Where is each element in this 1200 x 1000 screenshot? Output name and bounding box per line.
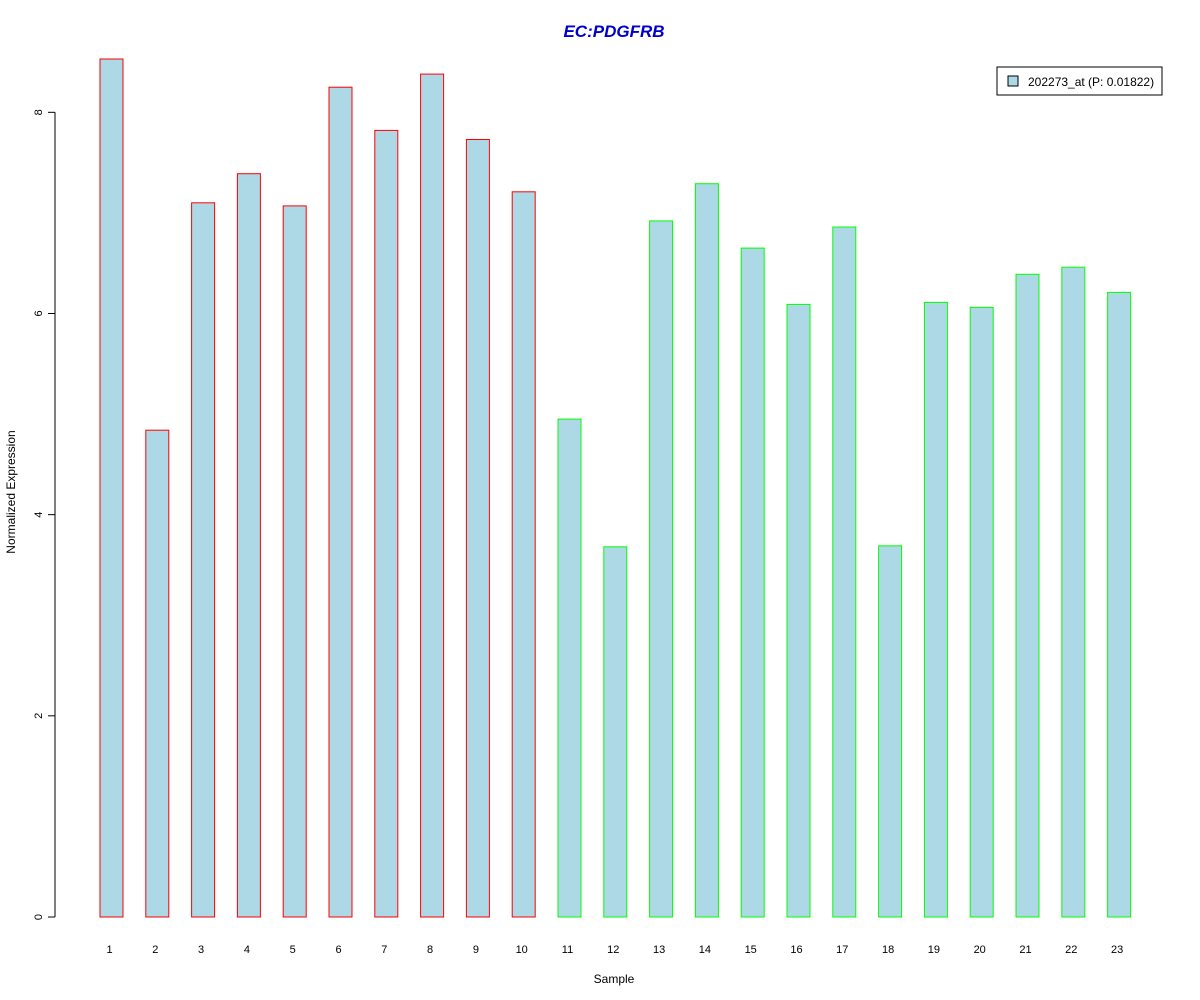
chart-title: EC:PDGFRB bbox=[563, 22, 664, 41]
x-tick-label: 20 bbox=[974, 944, 986, 956]
bar-sample-16 bbox=[786, 303, 811, 918]
bar-sample-2 bbox=[145, 429, 170, 918]
x-tick-label: 12 bbox=[607, 944, 619, 956]
x-tick-label: 1 bbox=[106, 944, 112, 956]
bar-sample-17 bbox=[832, 226, 857, 918]
x-axis-label: Sample bbox=[594, 972, 635, 986]
bar-sample-23 bbox=[1107, 291, 1132, 918]
bar-sample-22 bbox=[1061, 266, 1086, 918]
bar-sample-7 bbox=[374, 129, 399, 918]
y-axis: 0 2 4 6 8 bbox=[33, 109, 56, 920]
bar-sample-18 bbox=[878, 545, 903, 918]
bar-sample-4 bbox=[236, 173, 261, 918]
x-tick-label: 3 bbox=[198, 944, 204, 956]
x-tick-label: 16 bbox=[790, 944, 802, 956]
x-tick-label: 7 bbox=[381, 944, 387, 956]
y-tick-label: 6 bbox=[33, 310, 45, 316]
x-tick-label: 4 bbox=[244, 944, 250, 956]
x-tick-label: 5 bbox=[290, 944, 296, 956]
x-tick-label: 21 bbox=[1019, 944, 1031, 956]
x-tick-label: 23 bbox=[1111, 944, 1123, 956]
x-tick-label: 6 bbox=[335, 944, 341, 956]
x-tick-label: 14 bbox=[699, 944, 711, 956]
bar-sample-9 bbox=[465, 139, 490, 918]
bar-sample-13 bbox=[649, 220, 674, 918]
y-tick-label: 2 bbox=[33, 713, 45, 719]
bar-sample-8 bbox=[420, 73, 445, 918]
x-tick-label: 8 bbox=[427, 944, 433, 956]
x-tick-label: 13 bbox=[653, 944, 665, 956]
x-tick-label: 9 bbox=[473, 944, 479, 956]
bar-sample-12 bbox=[603, 546, 628, 918]
legend-entry-label: 202273_at (P: 0.01822) bbox=[1028, 75, 1154, 89]
y-tick-label: 8 bbox=[33, 109, 45, 115]
bar-sample-1 bbox=[99, 58, 124, 918]
bar-sample-21 bbox=[1015, 273, 1040, 918]
x-tick-label: 10 bbox=[516, 944, 528, 956]
x-tick-label: 15 bbox=[745, 944, 757, 956]
bar-sample-11 bbox=[557, 418, 582, 918]
legend: 202273_at (P: 0.01822) bbox=[996, 66, 1163, 96]
y-tick-label: 0 bbox=[33, 914, 45, 920]
x-tick-label: 22 bbox=[1065, 944, 1077, 956]
bars bbox=[99, 58, 1132, 918]
x-tick-labels: 1 2 3 4 5 6 7 8 9 10 11 12 13 14 15 16 17 18 19 20 21 22 23 bbox=[106, 944, 1123, 956]
x-tick-label: 18 bbox=[882, 944, 894, 956]
x-tick-label: 17 bbox=[836, 944, 848, 956]
y-axis-label: Normalized Expression bbox=[4, 430, 18, 553]
bar-sample-10 bbox=[511, 191, 536, 918]
bar-sample-20 bbox=[969, 306, 994, 918]
y-tick-label: 4 bbox=[33, 512, 45, 518]
bar-sample-5 bbox=[282, 205, 307, 918]
legend-swatch bbox=[1007, 75, 1019, 87]
legend-box bbox=[996, 66, 1163, 96]
x-tick-label: 19 bbox=[928, 944, 940, 956]
x-tick-label: 11 bbox=[562, 944, 573, 956]
bar-sample-15 bbox=[740, 247, 765, 918]
bar-sample-6 bbox=[328, 86, 353, 918]
bar-sample-14 bbox=[694, 183, 719, 918]
x-tick-label: 2 bbox=[152, 944, 158, 956]
bar-sample-19 bbox=[923, 301, 948, 918]
bar-sample-3 bbox=[191, 202, 216, 918]
